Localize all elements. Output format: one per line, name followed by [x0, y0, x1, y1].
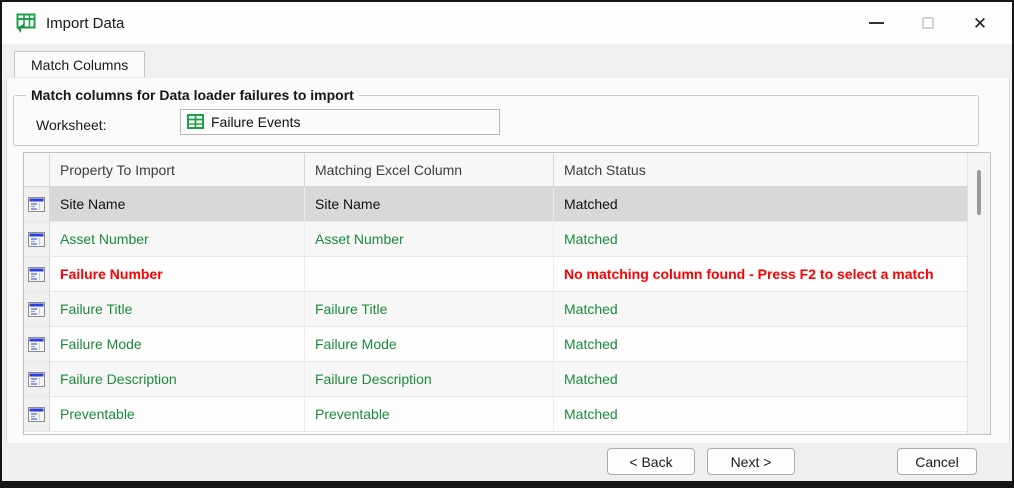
property-cell[interactable]: Asset Number	[50, 222, 305, 256]
table-row[interactable]: Preventable Preventable Matched	[24, 397, 967, 432]
property-cell[interactable]: Failure Mode	[50, 327, 305, 361]
table-row[interactable]: Failure Number No matching column found …	[24, 257, 967, 292]
footer: < Back Next > Cancel	[2, 443, 1012, 481]
back-button[interactable]: < Back	[607, 448, 695, 475]
row-header-cell[interactable]	[24, 222, 50, 256]
match-columns-groupbox: Match columns for Data loader failures t…	[13, 87, 979, 146]
title-bar: Import Data ✕	[2, 2, 1012, 44]
tab-match-columns[interactable]: Match Columns	[14, 51, 146, 77]
row-header-cell[interactable]	[24, 362, 50, 396]
excel-column-cell[interactable]: Site Name	[305, 187, 554, 221]
table-row[interactable]: Failure Mode Failure Mode Matched	[24, 327, 967, 362]
close-button[interactable]: ✕	[954, 2, 1006, 44]
excel-column-cell[interactable]: Failure Mode	[305, 327, 554, 361]
record-properties-icon	[28, 336, 45, 352]
row-header-cell[interactable]	[24, 292, 50, 326]
excel-column-cell[interactable]	[305, 257, 554, 291]
table-row[interactable]: Failure Title Failure Title Matched	[24, 292, 967, 327]
cancel-button[interactable]: Cancel	[897, 448, 977, 475]
column-header-property[interactable]: Property To Import	[50, 153, 305, 186]
import-data-icon	[16, 13, 36, 33]
worksheet-sheet-icon	[187, 114, 204, 129]
tab-label: Match Columns	[31, 56, 129, 73]
match-status-cell[interactable]: Matched	[564, 301, 618, 317]
row-header-cell[interactable]	[24, 187, 50, 221]
worksheet-label: Worksheet:	[36, 117, 107, 133]
record-properties-icon	[28, 196, 45, 212]
excel-column-cell[interactable]: Asset Number	[305, 222, 554, 256]
close-icon: ✕	[972, 13, 988, 33]
record-properties-icon	[28, 371, 45, 387]
match-status-cell[interactable]: Matched	[564, 231, 618, 247]
match-status-cell[interactable]: Matched	[564, 406, 618, 422]
scrollbar-thumb[interactable]	[977, 170, 981, 215]
match-columns-panel: Match columns for Data loader failures t…	[6, 77, 1010, 445]
table-row[interactable]: Site Name Site Name Matched	[24, 187, 967, 222]
row-header-cell[interactable]	[24, 327, 50, 361]
row-header-cell[interactable]	[24, 257, 50, 291]
match-status-cell[interactable]: Matched	[564, 336, 618, 352]
column-header-status[interactable]: Match Status	[564, 161, 646, 178]
record-properties-icon	[28, 266, 45, 282]
minimize-icon	[868, 22, 884, 24]
excel-column-cell[interactable]: Preventable	[305, 397, 554, 431]
row-header-cell[interactable]	[24, 397, 50, 431]
property-cell[interactable]: Site Name	[50, 187, 305, 221]
record-properties-icon	[28, 301, 45, 317]
maximize-button	[902, 2, 954, 44]
table-row[interactable]: Asset Number Asset Number Matched	[24, 222, 967, 257]
table-row[interactable]: Failure Description Failure Description …	[24, 362, 967, 397]
excel-column-cell[interactable]: Failure Description	[305, 362, 554, 396]
match-status-cell[interactable]: Matched	[564, 196, 618, 212]
property-cell[interactable]: Failure Description	[50, 362, 305, 396]
table-header: Property To Import Matching Excel Column…	[24, 153, 967, 187]
property-cell[interactable]: Preventable	[50, 397, 305, 431]
groupbox-title: Match columns for Data loader failures t…	[26, 87, 359, 103]
minimize-button[interactable]	[850, 2, 902, 44]
row-header-column	[24, 153, 50, 186]
record-properties-icon	[28, 231, 45, 247]
worksheet-field[interactable]: Failure Events	[180, 109, 500, 135]
match-status-cell[interactable]: No matching column found - Press F2 to s…	[564, 266, 934, 282]
excel-column-cell[interactable]: Failure Title	[305, 292, 554, 326]
tab-strip: Match Columns	[2, 44, 1012, 77]
table-body: Site Name Site Name Matched Asset Number…	[24, 187, 967, 432]
match-columns-table: Property To Import Matching Excel Column…	[23, 152, 991, 435]
record-properties-icon	[28, 406, 45, 422]
match-status-cell[interactable]: Matched	[564, 371, 618, 387]
maximize-icon	[922, 17, 934, 29]
column-header-excel[interactable]: Matching Excel Column	[305, 153, 554, 186]
vertical-scrollbar[interactable]	[967, 153, 990, 434]
property-cell[interactable]: Failure Title	[50, 292, 305, 326]
worksheet-value: Failure Events	[211, 114, 301, 130]
window-title: Import Data	[46, 14, 125, 32]
next-button[interactable]: Next >	[707, 448, 795, 475]
property-cell[interactable]: Failure Number	[50, 257, 305, 291]
